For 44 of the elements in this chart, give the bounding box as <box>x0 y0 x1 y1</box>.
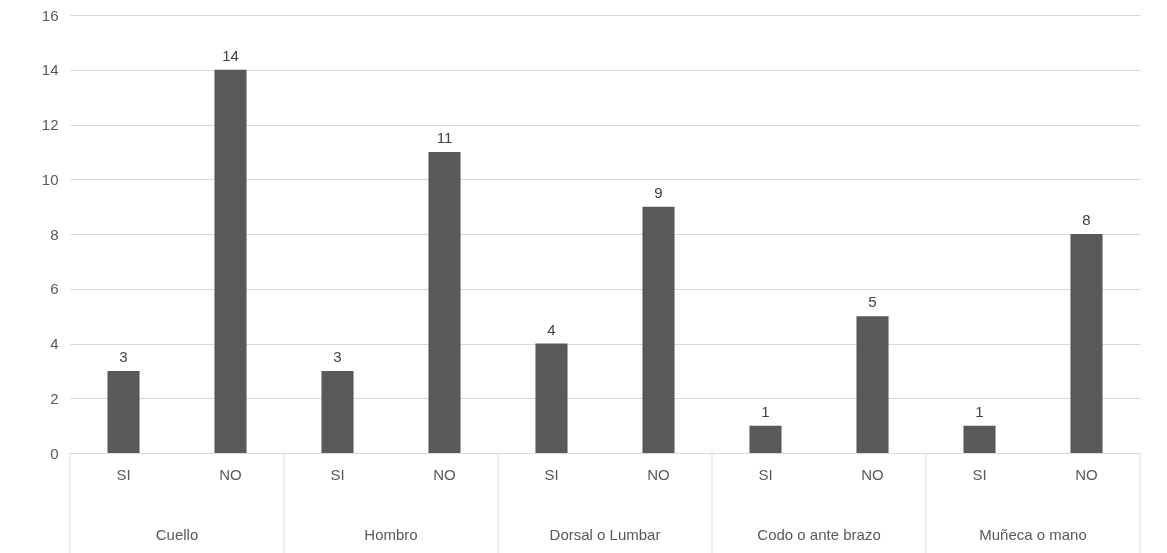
x-tick-label: SI <box>972 465 987 483</box>
text: Dorsal o Lumbar <box>549 526 661 543</box>
data-label: 9 <box>654 183 663 201</box>
text: Cuello <box>155 526 199 543</box>
bar <box>428 151 461 453</box>
data-label: 14 <box>222 46 239 64</box>
bar <box>321 370 354 453</box>
y-tick-label: 8 <box>50 225 59 243</box>
y-tick-label: 14 <box>41 61 59 79</box>
bar <box>535 343 568 453</box>
x-tick-label: SI <box>544 465 559 483</box>
y-tick-label: 2 <box>50 389 59 407</box>
x-tick-label: NO <box>219 465 242 483</box>
data-label: 3 <box>119 347 128 365</box>
y-tick-label: 4 <box>50 335 59 352</box>
x-tick-label: NO <box>647 465 670 483</box>
data-label: 3 <box>333 347 342 365</box>
bar <box>1070 234 1103 453</box>
text: Muñeca o mano <box>979 526 1087 543</box>
x-tick-label: NO <box>433 465 456 483</box>
data-label: 1 <box>975 402 984 420</box>
text: Hombro <box>364 526 418 543</box>
y-tick-label: 12 <box>41 116 59 133</box>
x-tick-label: SI <box>116 465 131 483</box>
text: Codo o ante brazo <box>757 526 881 543</box>
data-label: 5 <box>868 293 877 311</box>
data-label: 4 <box>547 320 556 338</box>
x-tick-label: SI <box>330 465 345 483</box>
bar <box>214 69 247 453</box>
data-label: 11 <box>436 128 453 146</box>
bar <box>856 316 889 453</box>
data-label: 8 <box>1082 211 1091 228</box>
y-tick-label: 0 <box>50 444 59 462</box>
y-tick-label: 10 <box>41 170 59 188</box>
x-tick-label: NO <box>1075 465 1098 483</box>
y-tick-label: 6 <box>50 280 59 298</box>
bar <box>749 425 782 453</box>
y-tick-label: 16 <box>41 6 59 24</box>
bar <box>642 206 675 453</box>
x-tick-label: NO <box>861 465 884 483</box>
bar <box>963 425 996 453</box>
bar <box>107 370 140 453</box>
data-label: 1 <box>761 402 770 420</box>
x-tick-label: SI <box>758 465 773 483</box>
